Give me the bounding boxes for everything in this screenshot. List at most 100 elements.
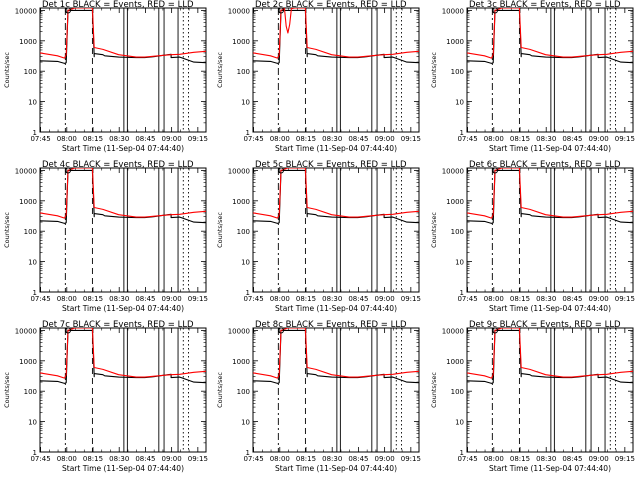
x-axis-label: Start Time (11-Sep-04 07:44:40)	[275, 464, 397, 473]
plot-data-area	[467, 8, 633, 132]
peak-circle-marker	[277, 167, 285, 174]
y-tick-label: 10	[28, 99, 37, 107]
x-tick-label: 08:45	[348, 135, 368, 143]
chart-title: Det 3c BLACK = Events, RED = LLD	[469, 0, 621, 10]
x-tick-label: 09:15	[401, 135, 421, 143]
chart-panel: Det 3c BLACK = Events, RED = LLD Counts/s…	[430, 0, 635, 153]
peak-circle-marker	[491, 167, 499, 174]
chart-title: Det 7c BLACK = Events, RED = LLD	[42, 320, 194, 330]
x-tick-label: 08:15	[510, 135, 530, 143]
y-tick-label: 1	[460, 129, 464, 137]
x-tick-label: 08:45	[562, 135, 582, 143]
chart-title: Det 2c BLACK = Events, RED = LLD	[255, 0, 407, 10]
y-tick-label: 1000	[232, 358, 250, 366]
x-tick-label: 08:30	[536, 295, 556, 303]
peak-circle-marker	[64, 167, 72, 174]
y-tick-label: 100	[237, 228, 250, 236]
x-tick-label: 08:15	[296, 455, 316, 463]
x-tick-label: 07:45	[243, 455, 263, 463]
peak-circle-marker	[277, 327, 285, 334]
chart-title: Det 6c BLACK = Events, RED = LLD	[469, 160, 621, 170]
x-tick-label: 08:00	[57, 455, 77, 463]
plot-data-area	[253, 328, 419, 452]
y-tick-label: 100	[237, 388, 250, 396]
plot-data-area	[40, 168, 206, 292]
y-axis-label: Counts/sec	[216, 52, 224, 88]
chart-panel: Det 6c BLACK = Events, RED = LLD Counts/s…	[430, 160, 635, 313]
peak-circle-marker	[64, 7, 72, 14]
x-tick-label: 09:00	[375, 455, 395, 463]
y-tick-label: 10	[28, 419, 37, 427]
chart-panel: Det 9c BLACK = Events, RED = LLD Counts/s…	[430, 320, 635, 473]
x-tick-label: 08:15	[296, 135, 316, 143]
chart-panel: Det 5c BLACK = Events, RED = LLD Counts/s…	[216, 160, 421, 313]
x-axis-label: Start Time (11-Sep-04 07:44:40)	[275, 144, 397, 153]
y-tick-label: 10	[241, 419, 250, 427]
chart-panel: Det 1c BLACK = Events, RED = LLD Counts/s…	[3, 0, 208, 153]
x-tick-label: 08:00	[484, 135, 504, 143]
y-tick-label: 10000	[442, 7, 464, 15]
y-tick-label: 1000	[19, 358, 37, 366]
x-tick-label: 08:45	[562, 295, 582, 303]
x-tick-label: 08:45	[135, 295, 155, 303]
plot-data-area	[253, 8, 419, 132]
x-tick-label: 09:00	[589, 295, 609, 303]
chart-panel: Det 2c BLACK = Events, RED = LLD Counts/s…	[216, 0, 421, 153]
y-tick-label: 1	[33, 449, 37, 457]
y-tick-label: 1000	[446, 358, 464, 366]
x-tick-label: 08:30	[322, 295, 342, 303]
lld-series-line	[40, 168, 206, 219]
y-tick-label: 1	[33, 289, 37, 297]
x-tick-label: 09:00	[162, 295, 182, 303]
y-tick-label: 10000	[228, 327, 250, 335]
y-axis-label: Counts/sec	[430, 52, 438, 88]
x-tick-label: 09:15	[401, 455, 421, 463]
x-tick-label: 08:00	[57, 135, 77, 143]
plot-data-area	[253, 168, 419, 292]
y-tick-label: 100	[237, 68, 250, 76]
x-tick-label: 07:45	[30, 135, 50, 143]
x-tick-label: 07:45	[457, 135, 477, 143]
x-tick-label: 09:00	[375, 295, 395, 303]
x-tick-label: 08:00	[484, 455, 504, 463]
y-tick-label: 1000	[232, 38, 250, 46]
x-axis-label: Start Time (11-Sep-04 07:44:40)	[489, 464, 611, 473]
lld-series-line	[467, 8, 633, 59]
x-tick-label: 09:00	[375, 135, 395, 143]
x-axis-label: Start Time (11-Sep-04 07:44:40)	[62, 464, 184, 473]
x-tick-label: 08:45	[135, 135, 155, 143]
x-tick-label: 09:15	[188, 135, 208, 143]
y-tick-label: 10000	[442, 327, 464, 335]
y-tick-label: 10000	[228, 7, 250, 15]
x-tick-label: 08:15	[510, 455, 530, 463]
y-axis-label: Counts/sec	[3, 52, 11, 88]
y-tick-label: 100	[451, 68, 464, 76]
y-axis-label: Counts/sec	[216, 212, 224, 248]
lld-series-line	[253, 168, 419, 219]
peak-circle-marker	[491, 7, 499, 14]
lld-series-line	[253, 8, 419, 59]
x-tick-label: 09:00	[589, 455, 609, 463]
x-tick-label: 08:45	[135, 455, 155, 463]
y-tick-label: 10	[455, 99, 464, 107]
x-tick-label: 07:45	[30, 295, 50, 303]
y-tick-label: 10000	[442, 167, 464, 175]
plot-data-area	[40, 328, 206, 452]
x-tick-label: 09:15	[615, 295, 635, 303]
x-tick-label: 08:15	[510, 295, 530, 303]
chart-title: Det 4c BLACK = Events, RED = LLD	[42, 160, 194, 170]
chart-title: Det 9c BLACK = Events, RED = LLD	[469, 320, 621, 330]
x-tick-label: 08:30	[109, 135, 129, 143]
lld-series-line	[40, 328, 206, 379]
y-tick-label: 100	[24, 68, 37, 76]
y-tick-label: 1000	[19, 38, 37, 46]
x-tick-label: 08:15	[83, 135, 103, 143]
y-tick-label: 1000	[446, 198, 464, 206]
x-tick-label: 09:00	[162, 135, 182, 143]
x-tick-label: 09:15	[615, 135, 635, 143]
x-tick-label: 07:45	[457, 295, 477, 303]
y-tick-label: 1	[33, 129, 37, 137]
x-tick-label: 08:30	[536, 135, 556, 143]
peak-circle-marker	[277, 7, 285, 14]
